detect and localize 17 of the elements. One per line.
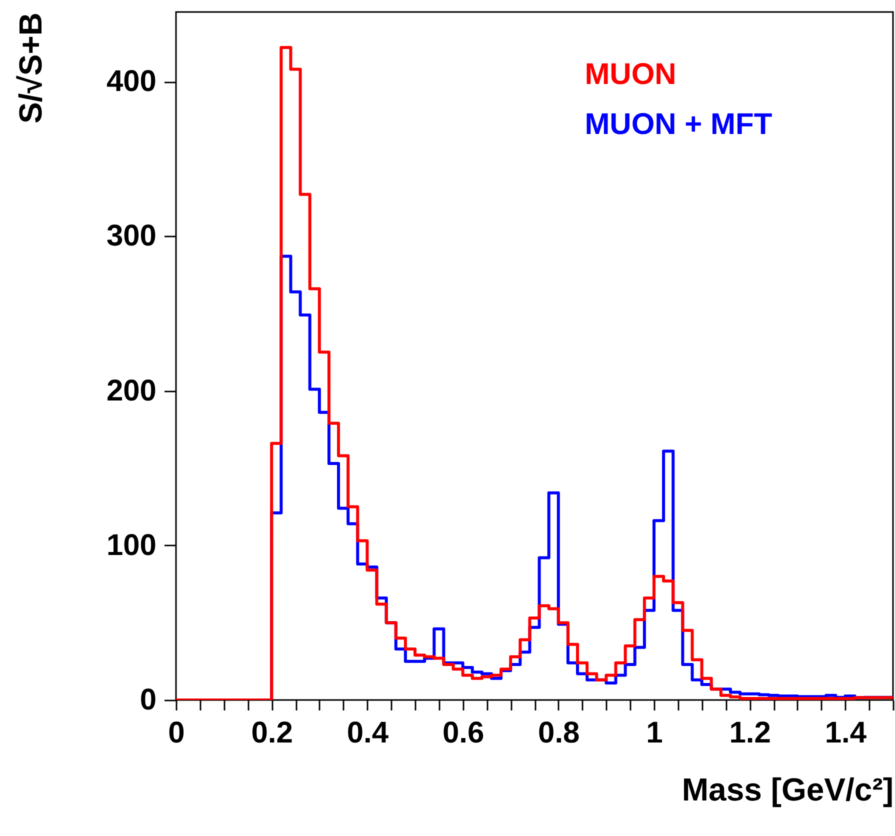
text: MUON + MFT <box>584 108 772 141</box>
x-tick-label: 0.6 <box>442 716 484 750</box>
x-tick-label: 0 <box>168 716 185 750</box>
y-tick-label: 300 <box>106 220 156 253</box>
x-tick-label: 1 <box>646 716 663 750</box>
y-tick-label: 400 <box>106 65 156 98</box>
y-tick-label: 100 <box>106 528 156 562</box>
x-axis-title: Mass [GeV/c²] <box>682 772 894 808</box>
y-tick-label: 0 <box>140 684 156 716</box>
x-tick-label: 0.8 <box>538 716 580 750</box>
x-tick-label: 1.2 <box>729 716 771 750</box>
x-tick-label: 1.4 <box>824 716 867 750</box>
x-tick-label: 0.4 <box>346 716 389 750</box>
y-axis-title: S/√S+B <box>12 12 48 124</box>
x-tick-label: 0.2 <box>251 716 293 750</box>
y-tick-label: 200 <box>106 374 156 408</box>
text: MUON <box>584 58 676 91</box>
